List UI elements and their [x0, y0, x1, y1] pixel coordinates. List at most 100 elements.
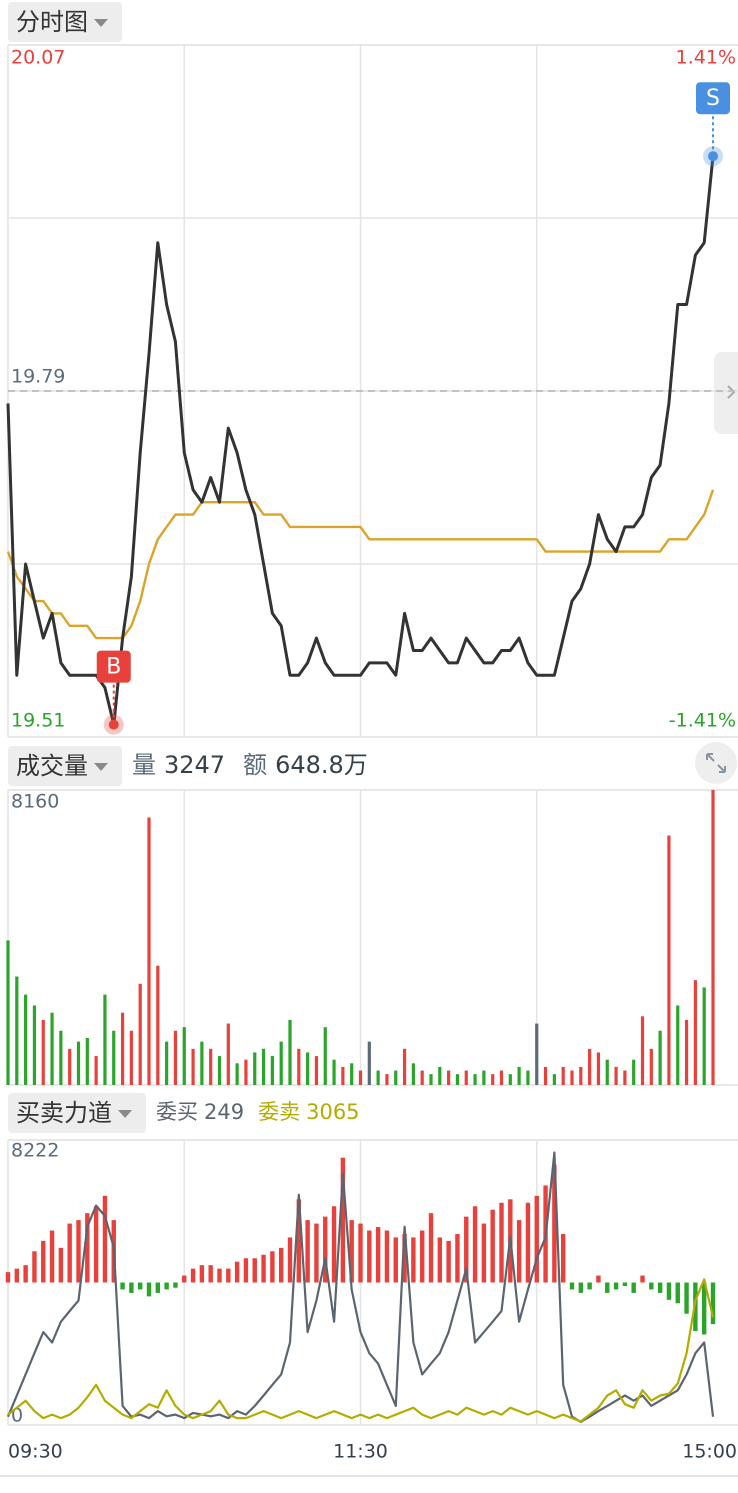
power-bar: [525, 1202, 531, 1283]
legend: 委买 249 委卖 3065: [156, 1100, 360, 1124]
power-bar: [323, 1216, 328, 1283]
volume-bar: [112, 1030, 116, 1085]
power-bar: [129, 1282, 134, 1293]
volume-bar: [191, 1048, 195, 1085]
volume-bar: [402, 1048, 407, 1085]
power-bar: [552, 1164, 557, 1283]
power-bar: [560, 1233, 566, 1283]
volume-bar: [535, 1023, 539, 1085]
volume-bar: [385, 1074, 389, 1085]
volume-bar: [323, 1027, 327, 1085]
volume-bar: [306, 1052, 310, 1085]
power-bar: [428, 1213, 434, 1283]
volume-bar: [244, 1059, 248, 1085]
volume-bar: [394, 1070, 398, 1085]
volume-bar: [94, 1056, 98, 1085]
volume-bar: [464, 1070, 468, 1085]
power-bar: [58, 1247, 64, 1283]
power-bar: [419, 1230, 425, 1283]
volume-bar: [411, 1063, 415, 1085]
marker-badge[interactable]: [696, 82, 730, 115]
marker-dot: [108, 719, 119, 730]
volume-bar: [209, 1048, 213, 1085]
expand-button[interactable]: [695, 742, 737, 784]
power-bar: [701, 1282, 707, 1335]
side-tab[interactable]: [714, 352, 738, 434]
y2-tick-label: 1.41%: [676, 47, 736, 69]
power-bar: [41, 1240, 46, 1283]
volume-bar: [156, 965, 160, 1085]
side-tab-arrow: [727, 385, 736, 399]
volume-bar: [120, 1012, 125, 1085]
power-bar: [208, 1265, 213, 1283]
power-bar: [340, 1157, 346, 1283]
marker-label: B: [106, 655, 121, 680]
volume-summary: 量 3247 额 648.8万: [132, 751, 368, 779]
power-bar: [631, 1282, 636, 1293]
legend-name: 委卖: [258, 1100, 300, 1124]
y-tick-label: 19.51: [11, 710, 65, 732]
power-bar: [367, 1230, 372, 1283]
panel-selector[interactable]: [8, 746, 122, 786]
volume-bar: [288, 1019, 292, 1085]
price-line: [6, 156, 715, 727]
marker-badge[interactable]: [96, 650, 131, 683]
volume-bar: [341, 1066, 345, 1085]
volume-bar: [217, 1056, 222, 1085]
power-bar: [5, 1272, 11, 1283]
x-tick-label: 11:30: [333, 1441, 388, 1463]
volume-bar: [50, 1012, 54, 1085]
power-bar: [305, 1220, 310, 1283]
power-bar: [137, 1282, 143, 1290]
power-bar: [684, 1282, 689, 1314]
volume-bar: [59, 1030, 63, 1085]
y-tick-label: 19.79: [11, 366, 65, 388]
power-bar: [455, 1233, 460, 1283]
volume-bar: [85, 1038, 89, 1085]
power-bar: [605, 1282, 610, 1293]
volume-bar: [147, 817, 151, 1085]
summary-value: 3247: [164, 751, 225, 779]
volume-bar: [508, 1074, 512, 1085]
volume-bar: [438, 1066, 442, 1085]
volume-bar: [182, 1027, 186, 1085]
volume-bar: [76, 1041, 81, 1085]
power-bar: [393, 1237, 398, 1283]
power-bar: [261, 1254, 266, 1283]
volume-bar: [499, 1070, 504, 1085]
average-line: [6, 489, 715, 640]
legend-name: 委买: [156, 1100, 198, 1124]
power-bar: [358, 1223, 363, 1283]
panel-selector[interactable]: [8, 2, 122, 42]
volume-bar: [623, 1070, 627, 1085]
power-bar: [649, 1282, 654, 1290]
panel-title: 分时图: [16, 8, 88, 36]
volume-bar: [138, 983, 142, 1085]
x-tick-label: 09:30: [8, 1441, 63, 1463]
volume-bar: [702, 987, 706, 1085]
volume-bar: [482, 1070, 486, 1085]
power-bar: [278, 1247, 284, 1283]
power-bar: [437, 1237, 443, 1283]
volume-bar: [684, 1019, 689, 1085]
power-bar: [481, 1223, 487, 1283]
volume-bar: [570, 1070, 574, 1085]
power-bar: [710, 1282, 716, 1325]
power-bar: [164, 1282, 169, 1290]
power-bar: [14, 1268, 20, 1283]
volume-bar: [173, 1030, 178, 1085]
dropdown-arrow: [94, 763, 108, 771]
power-bar: [23, 1265, 28, 1283]
volume-bar: [693, 980, 697, 1085]
volume-bar: [649, 1048, 653, 1085]
panel-selector[interactable]: [8, 1093, 146, 1133]
volume-bar: [41, 1019, 45, 1085]
volume-bar: [517, 1066, 521, 1085]
volume-bar: [253, 1052, 257, 1085]
volume-bar: [350, 1063, 354, 1085]
dropdown-arrow: [118, 1110, 132, 1118]
power-bar: [516, 1220, 522, 1283]
volume-bar: [632, 1059, 636, 1085]
power-bar: [331, 1206, 337, 1283]
